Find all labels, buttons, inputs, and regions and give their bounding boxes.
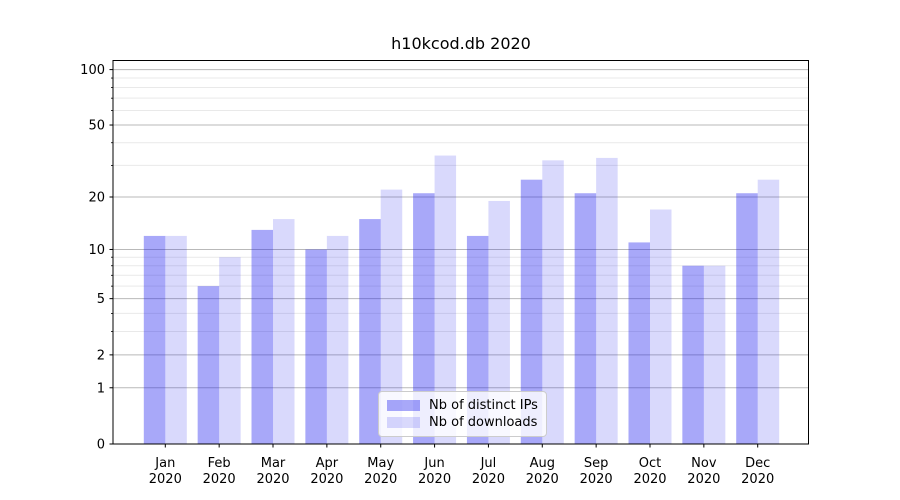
x-tick-label-month: Sep: [584, 456, 609, 471]
x-tick-label-month: Jun: [423, 456, 444, 471]
x-tick-label-year: 2020: [256, 472, 289, 487]
bar-distinct-ips-apr: [305, 249, 327, 444]
x-tick-label-month: Oct: [639, 456, 661, 471]
y-tick-label: 1: [97, 381, 105, 396]
x-tick-label-month: May: [367, 456, 394, 471]
bar-distinct-ips-nov: [682, 265, 704, 444]
bar-distinct-ips-feb: [197, 286, 220, 444]
legend-label-downloads: Nb of downloads: [429, 415, 538, 430]
x-tick-label-year: 2020: [310, 472, 343, 487]
bar-distinct-ips-aug: [520, 179, 543, 444]
y-tick-label: 100: [80, 63, 105, 78]
y-tick-label: 50: [88, 119, 105, 134]
x-tick-label-year: 2020: [633, 472, 666, 487]
x-tick-label-month: Mar: [261, 456, 286, 471]
x-tick-label-year: 2020: [472, 472, 505, 487]
bar-distinct-ips-jan: [143, 235, 166, 444]
x-tick-label-year: 2020: [418, 472, 451, 487]
y-tick-label: 2: [97, 348, 105, 363]
legend-item-downloads: Nb of downloads: [387, 416, 546, 429]
y-tick-label: 10: [88, 243, 105, 258]
bar-downloads-jun: [434, 155, 457, 444]
bar-downloads-dec: [757, 179, 780, 444]
bar-downloads-nov: [703, 265, 726, 444]
bar-downloads-feb: [219, 257, 241, 444]
legend-swatch-distinct-ips: [387, 400, 420, 411]
y-tick-label: 0: [97, 438, 105, 453]
x-tick-label-month: Jul: [480, 456, 497, 471]
bar-distinct-ips-jun: [413, 193, 435, 444]
legend-label-distinct-ips: Nb of distinct IPs: [429, 398, 538, 413]
x-tick-label-year: 2020: [149, 472, 182, 487]
bar-downloads-sep: [596, 157, 618, 444]
x-tick-label-month: Aug: [530, 456, 555, 471]
bar-downloads-may: [380, 189, 403, 444]
x-tick-label-month: Nov: [691, 456, 717, 471]
bar-downloads-apr: [326, 235, 349, 444]
x-tick-label-year: 2020: [364, 472, 397, 487]
x-tick-label-month: Apr: [316, 456, 339, 471]
y-tick-label: 20: [88, 191, 105, 206]
bar-downloads-mar: [273, 219, 295, 444]
bar-downloads-aug: [542, 160, 564, 444]
legend-swatch-downloads: [387, 417, 420, 428]
x-tick-label-year: 2020: [526, 472, 559, 487]
x-tick-label-year: 2020: [203, 472, 236, 487]
legend-item-distinct-ips: Nb of distinct IPs: [387, 399, 546, 412]
bar-distinct-ips-mar: [251, 229, 274, 444]
bar-distinct-ips-oct: [628, 242, 650, 444]
bar-downloads-oct: [649, 209, 672, 444]
bar-distinct-ips-sep: [574, 193, 597, 444]
legend: Nb of distinct IPs Nb of downloads: [378, 391, 547, 437]
plot-border: [112, 60, 809, 445]
bar-distinct-ips-dec: [736, 193, 758, 444]
bar-downloads-jan: [165, 235, 187, 444]
x-tick-label-year: 2020: [580, 472, 613, 487]
bar-downloads-jul: [488, 200, 510, 444]
x-tick-label-year: 2020: [687, 472, 720, 487]
x-tick-label-month: Jan: [154, 456, 175, 471]
bar-distinct-ips-may: [359, 219, 381, 444]
x-tick-label-year: 2020: [741, 472, 774, 487]
y-tick-label: 5: [97, 292, 105, 307]
chart-title: h10kcod.db 2020: [391, 34, 531, 53]
x-tick-label-month: Dec: [745, 456, 770, 471]
x-tick-label-month: Feb: [208, 456, 231, 471]
